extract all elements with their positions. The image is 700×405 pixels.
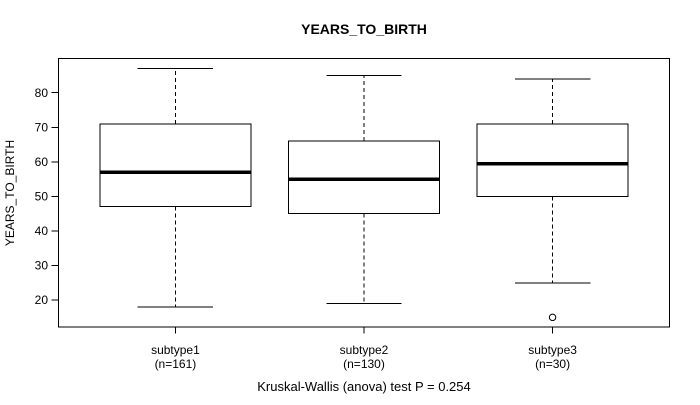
stat-test-caption: Kruskal-Wallis (anova) test P = 0.254	[257, 379, 471, 394]
group-sublabel-subtype2: (n=130)	[343, 357, 385, 371]
y-tick-label: 80	[35, 86, 49, 100]
group-sublabel-subtype1: (n=161)	[155, 357, 197, 371]
group-label-subtype3: subtype3	[528, 343, 577, 357]
y-axis-title: YEARS_TO_BIRTH	[3, 140, 17, 246]
group-label-subtype1: subtype1	[151, 343, 200, 357]
outlier-point-subtype3	[548, 313, 557, 322]
group-sublabel-subtype3: (n=30)	[535, 357, 570, 371]
y-tick-label: 70	[35, 120, 49, 134]
y-tick-label: 20	[35, 293, 49, 307]
y-tick-label: 40	[35, 224, 49, 238]
chart-title: YEARS_TO_BIRTH	[301, 21, 427, 37]
y-tick-label: 30	[35, 259, 49, 273]
plot-area: 20304050607080subtype1(n=161)subtype2(n=…	[35, 58, 670, 371]
box-subtype3	[476, 123, 629, 197]
box-subtype1	[99, 123, 252, 208]
y-tick-label: 50	[35, 190, 49, 204]
group-label-subtype2: subtype2	[340, 343, 389, 357]
y-tick-label: 60	[35, 155, 49, 169]
